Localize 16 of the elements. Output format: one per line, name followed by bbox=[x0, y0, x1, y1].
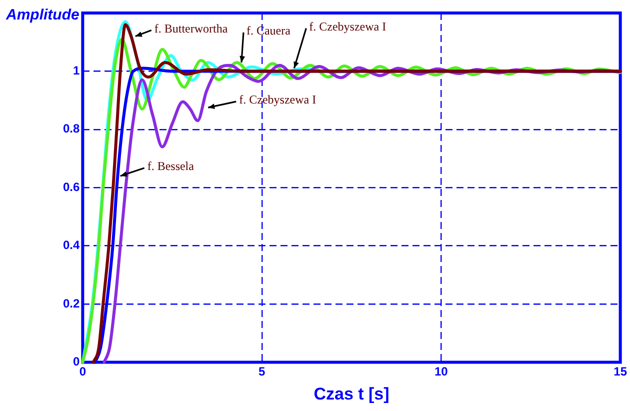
y-axis-title: Amplitude bbox=[5, 6, 80, 24]
y-tick-label: 0.4 bbox=[62, 238, 80, 252]
y-tick-label: 0.8 bbox=[62, 122, 80, 136]
x-tick-label: 5 bbox=[258, 364, 266, 379]
annotation: f. Butterwortha bbox=[154, 21, 228, 36]
x-tick-label: 15 bbox=[614, 364, 628, 379]
annotation: f. Bessela bbox=[147, 159, 195, 174]
y-tick-label: 0.2 bbox=[62, 296, 80, 310]
y-tick-label: 0.6 bbox=[62, 180, 80, 194]
annotation: f. Czebyszewa I bbox=[309, 19, 386, 34]
y-tick-label: 0 bbox=[72, 354, 80, 369]
annotation: f. Cauera bbox=[246, 24, 292, 38]
y-tick-label: 1 bbox=[72, 64, 80, 78]
x-tick-label: 10 bbox=[434, 364, 448, 379]
x-axis-title: Czas t [s] bbox=[314, 384, 390, 404]
annotation: f. Czebyszewa I bbox=[239, 92, 316, 107]
